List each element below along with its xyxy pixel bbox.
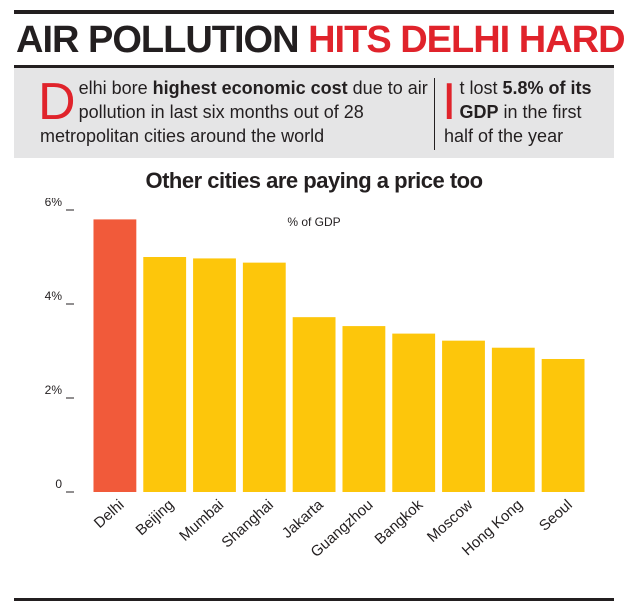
bar-bangkok [392,333,436,492]
headline: AIR POLLUTION HITS DELHI HARD [16,18,626,62]
summary-right-text-a: t lost [459,78,503,98]
y-tick-label: 6% [45,198,63,209]
headline-part-1: AIR POLLUTION [16,19,309,61]
headline-rule [14,65,614,68]
summary-left-text-a: elhi bore [78,78,153,98]
bar-jakarta [292,317,336,492]
bar-seoul [541,358,585,492]
bottom-rule [14,598,614,601]
x-tick-label: Jakarta [279,496,327,542]
x-tick-label: Shanghai [218,496,276,551]
x-tick-label: Beijing [133,496,178,539]
dropcap-right: I [442,73,457,131]
bar-moscow [442,340,485,492]
bar-delhi [93,219,137,492]
bar-shanghai [242,262,286,492]
summary-right-bold: 5.8% of its GDP [459,78,592,122]
headline-part-2: HITS DELHI HARD [308,19,625,61]
x-tick-label: Seoul [536,496,576,534]
chart-title: Other cities are paying a price too [145,168,483,193]
summary-right-text-b: in the first half of the year [444,102,582,146]
y-tick-label: 2% [45,383,63,397]
bar-hong-kong [491,347,535,492]
summary-left-text-b: due to air pollution in last six months … [40,78,428,146]
summary-divider [434,78,435,150]
y-tick-label: 4% [45,289,63,303]
bar-mumbai [193,258,236,492]
unit-label: % of GDP [287,215,340,229]
x-tick-label: Delhi [91,496,128,532]
summary-left-bold: highest economic cost [152,78,348,98]
bar-beijing [143,257,187,492]
bar-guangzhou [342,326,386,492]
dropcap-left: D [38,73,76,131]
x-tick-label: Bangkok [372,496,427,548]
y-tick-label: 0 [55,477,62,491]
top-rule [14,10,614,14]
